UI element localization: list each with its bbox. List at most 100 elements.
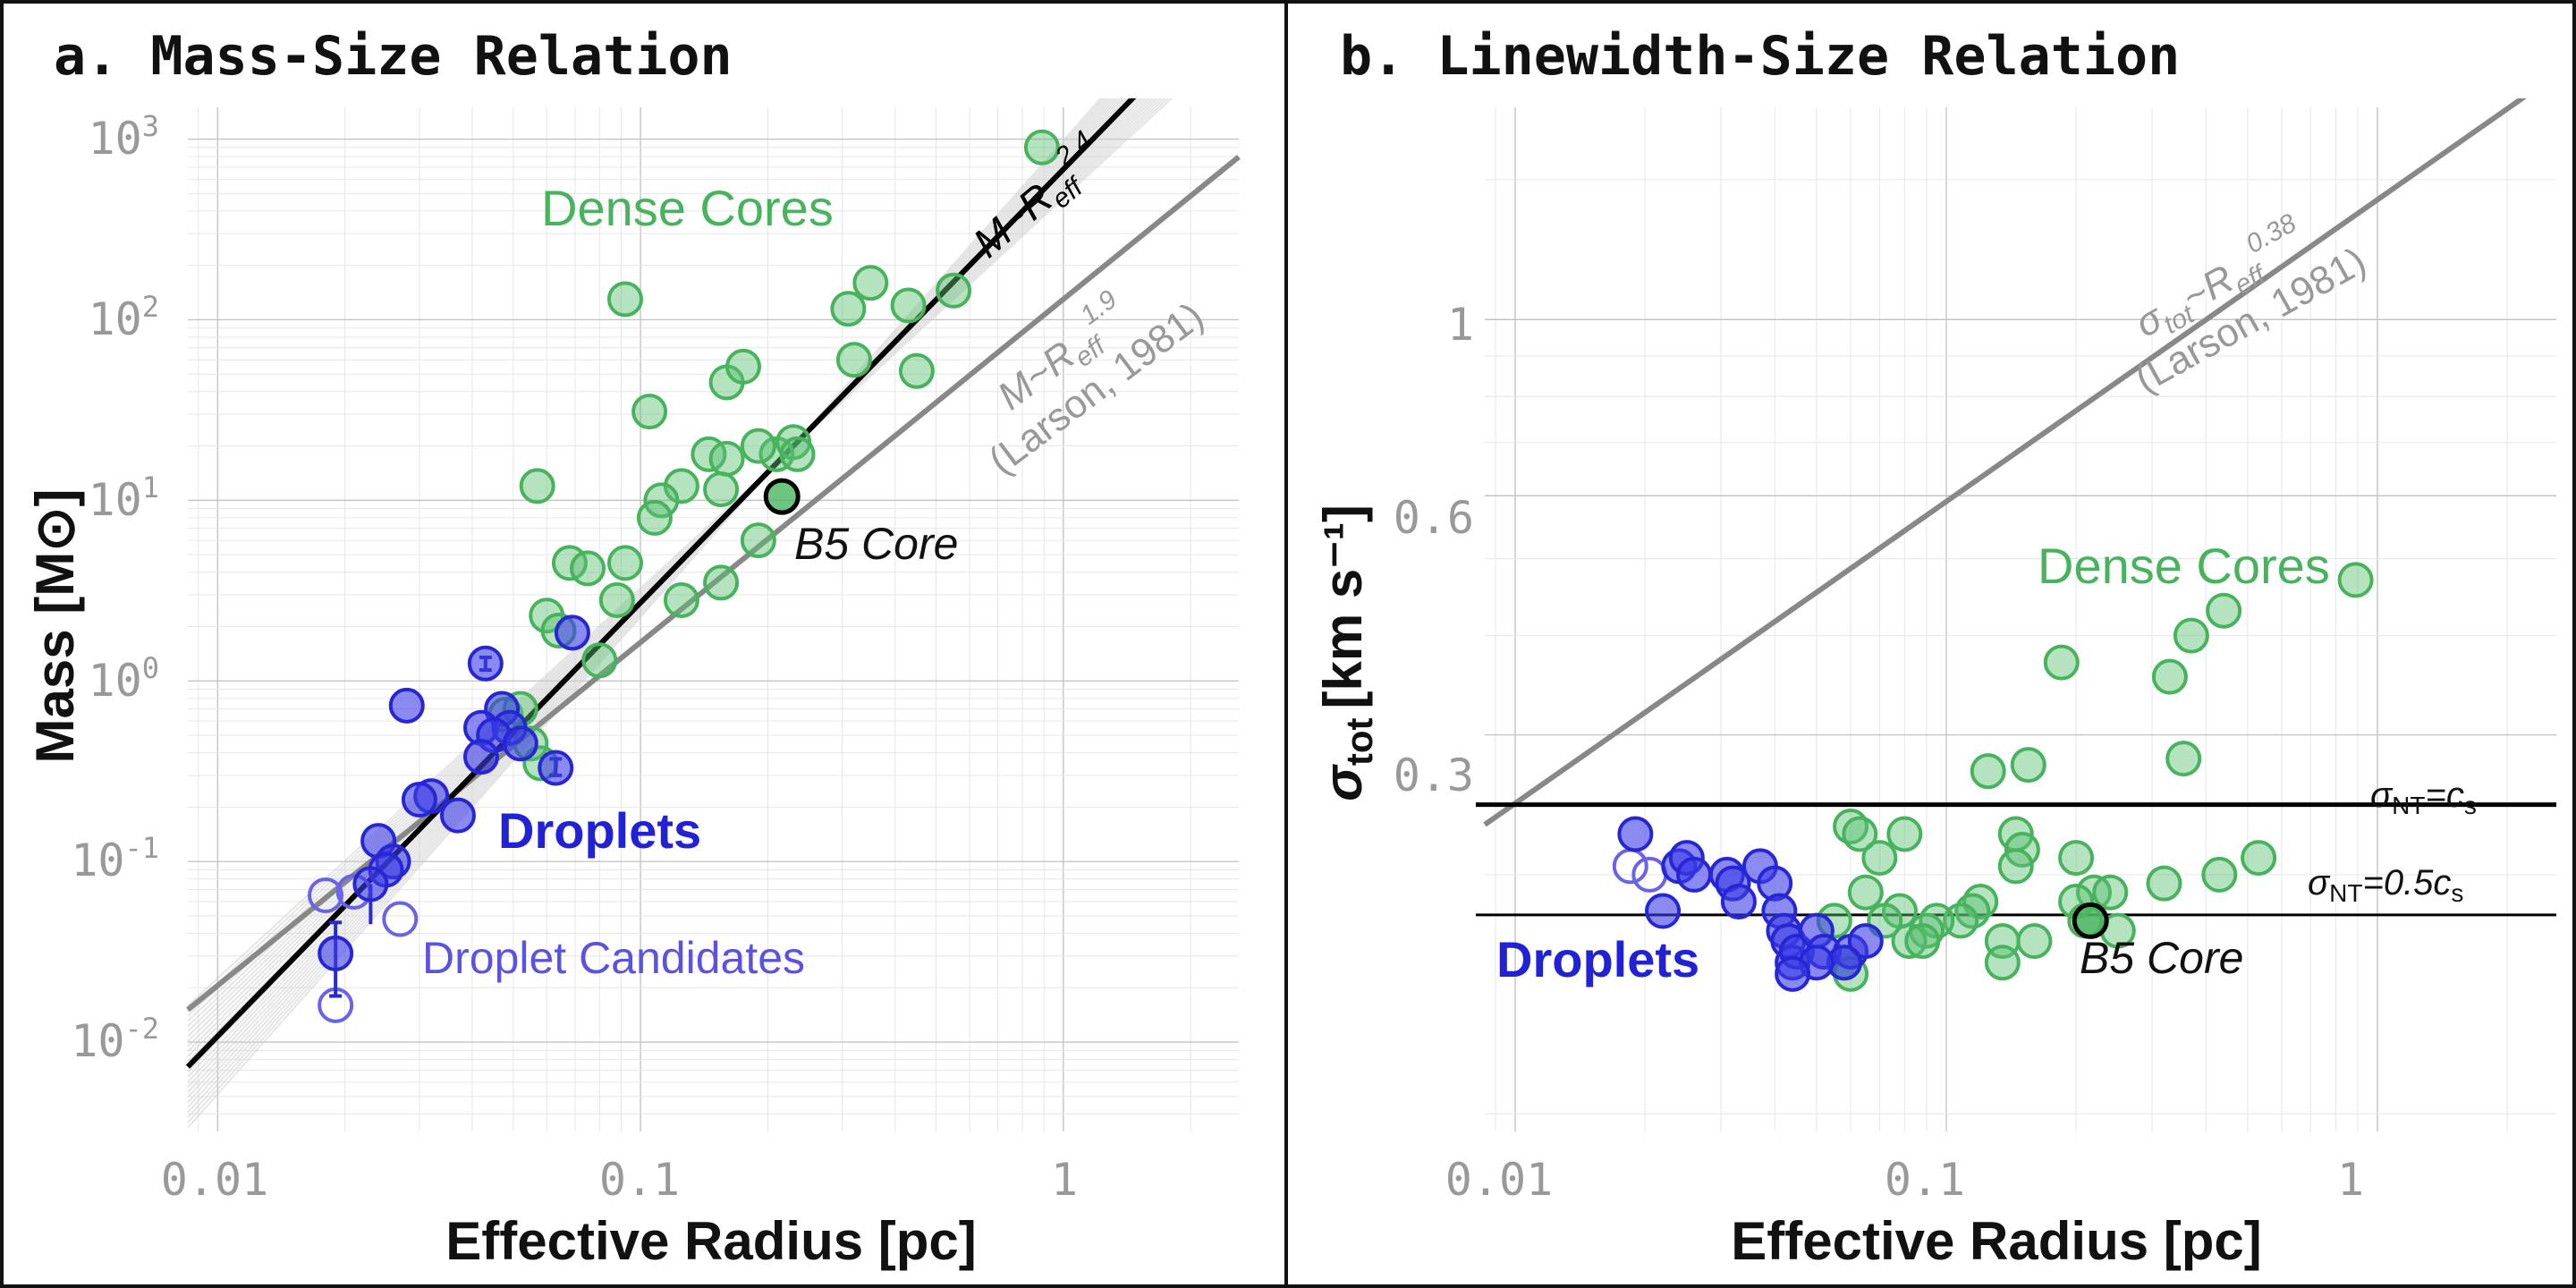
dense-core-point <box>708 440 745 477</box>
x-tick-label: 0.01 <box>1445 1154 1553 1206</box>
dense-core-point <box>606 545 643 581</box>
y-tick-label: 10-1 <box>71 831 159 886</box>
dense-core-point <box>779 436 816 472</box>
panel-b-points <box>1612 562 2374 992</box>
label-b5-core-a: B5 Core <box>794 519 958 569</box>
dense-core-point <box>2092 874 2129 911</box>
droplet-point <box>1775 955 1811 992</box>
y-tick-label: 103 <box>89 109 159 165</box>
x-tick-label: 0.01 <box>161 1154 268 1206</box>
dense-core-point <box>1847 874 1884 911</box>
panel-b-x-ticks: 0.01 0.1 1 <box>1445 1154 2364 1206</box>
x-tick-label: 0.1 <box>1885 1154 1965 1206</box>
dense-core-point <box>2201 856 2238 893</box>
dense-core-point <box>1861 840 1898 877</box>
larson-line <box>1483 98 2528 827</box>
dense-core-point <box>631 394 668 430</box>
dense-core-point <box>636 499 673 536</box>
dense-core-point <box>581 642 618 679</box>
panel-b-grid <box>1485 107 2556 1131</box>
droplet-point <box>439 797 476 834</box>
x-tick-label: 1 <box>2337 1154 2364 1206</box>
dense-core-point <box>2043 644 2080 681</box>
panel-b-x-title: Effective Radius [pc] <box>1731 1211 2261 1271</box>
label-sigma-nt-half-cs: σNT=0.5cs <box>2308 863 2463 907</box>
dense-core-point <box>724 348 761 385</box>
dense-core-point <box>2151 658 2188 695</box>
dense-core-point <box>598 581 635 618</box>
dense-core-point <box>740 522 776 559</box>
panel-b-lines <box>1476 98 2556 917</box>
dense-core-point <box>2058 840 2095 877</box>
label-sigma-nt-cs: σNT=cs <box>2370 775 2477 819</box>
dense-core-point <box>1904 923 1941 960</box>
droplet-point <box>554 614 590 651</box>
dense-core-point <box>2206 592 2242 629</box>
dense-core-point <box>1886 816 1923 852</box>
droplet-point <box>388 687 425 724</box>
dense-core-point <box>606 281 643 318</box>
dense-core-point <box>890 287 927 324</box>
droplet-point <box>538 750 574 786</box>
dense-core-point <box>2010 747 2046 784</box>
larson-line <box>186 155 1241 1013</box>
panel-a-y-ticks: 10-2 10-1 100 101 102 103 <box>71 109 159 1067</box>
panel-b-frame <box>1284 0 2576 1288</box>
dense-core-point <box>2146 865 2182 902</box>
droplet-candidate-point <box>308 877 344 913</box>
y-tick-label: 10-2 <box>71 1012 159 1067</box>
droplet-candidate-point <box>382 901 419 937</box>
b5-core-point <box>763 478 801 515</box>
dense-core-point <box>1970 753 2006 790</box>
panel-b: b. Linewidth-Size Relation 0.3 0.6 1 0.0… <box>1313 25 2556 1271</box>
droplet-point <box>1617 816 1654 852</box>
panel-b-y-ticks: 0.3 0.6 1 <box>1394 299 1474 801</box>
y-tick-label: 101 <box>89 470 159 526</box>
panel-a-y-title: Mass [M⊙] <box>25 489 85 764</box>
droplet-point <box>352 866 389 902</box>
droplet-point <box>1720 883 1757 919</box>
dense-core-point <box>898 352 935 389</box>
panel-b-y-title: σtot[km s⁻¹] <box>1313 504 1380 801</box>
dense-core-point <box>703 471 740 508</box>
x-tick-label: 1 <box>1051 1154 1078 1206</box>
dense-core-point <box>2241 840 2277 877</box>
label-b5-core-b: B5 Core <box>2080 933 2243 983</box>
dense-core-point <box>2337 562 2374 598</box>
dense-core-point <box>570 550 606 587</box>
dense-core-point <box>2016 923 2053 960</box>
panel-b-title: b. Linewidth-Size Relation <box>1340 25 2180 88</box>
droplet-point <box>1847 923 1884 960</box>
dense-core-point <box>936 272 972 309</box>
droplet-point <box>462 739 499 775</box>
dense-core-point <box>1023 129 1060 165</box>
fit-sample-line <box>187 98 1102 1129</box>
dense-core-point <box>2165 741 2202 777</box>
y-tick-label: 0.3 <box>1394 750 1474 801</box>
droplet-point <box>1676 856 1713 893</box>
droplet-point <box>401 782 437 818</box>
dense-core-point <box>663 581 699 618</box>
dense-core-point <box>835 342 872 378</box>
label-droplet-candidates: Droplet Candidates <box>422 933 805 983</box>
y-tick-label: 100 <box>89 651 159 707</box>
b5-core-point <box>2072 902 2109 939</box>
label-droplets-a: Droplets <box>498 802 701 859</box>
label-droplets-b: Droplets <box>1496 931 1699 987</box>
droplet-point <box>1645 893 1682 929</box>
dense-core-point <box>830 291 867 327</box>
droplet-point <box>318 935 354 971</box>
dense-core-point <box>1997 848 2034 885</box>
panel-a-title: a. Mass-Size Relation <box>54 25 733 88</box>
dense-core-point <box>519 468 555 504</box>
droplet-point <box>502 725 538 762</box>
x-tick-label: 0.1 <box>599 1154 680 1206</box>
dense-core-point <box>852 265 889 301</box>
label-dense-cores-b: Dense Cores <box>2038 538 2330 594</box>
y-tick-label: 0.6 <box>1394 492 1474 544</box>
y-tick-label: 102 <box>89 290 159 345</box>
y-tick-label: 1 <box>1447 299 1474 351</box>
dense-core-point <box>1984 945 2021 981</box>
dense-core-point <box>1842 816 1878 852</box>
